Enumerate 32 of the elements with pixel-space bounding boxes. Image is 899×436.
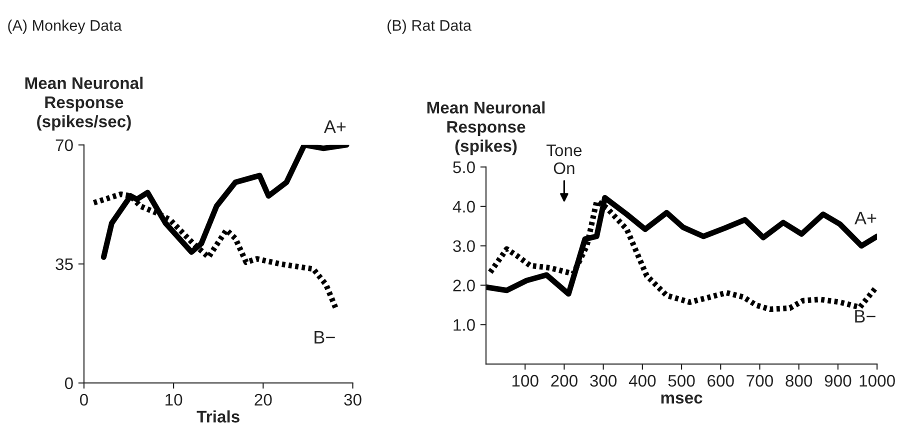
x-tick-label: 30 (344, 394, 362, 406)
x-axis-title: Trials (196, 410, 240, 423)
x-tick-label: 800 (786, 374, 812, 387)
y-tick-label: 70 (56, 139, 73, 152)
x-tick-label: 0 (80, 394, 88, 406)
y-tick-label: 3.0 (453, 240, 475, 252)
series-label: B− (855, 310, 876, 323)
y-tick-label: 5.0 (453, 161, 475, 174)
y-tick-label: 2.0 (453, 280, 475, 292)
series-label: A+ (854, 212, 876, 224)
annotation: Tone On (546, 144, 582, 174)
x-axis-title: msec (661, 394, 702, 404)
chart-title: (B) Rat Data (388, 20, 472, 34)
x-tick-label: 400 (628, 374, 656, 387)
x-tick-label: 700 (746, 374, 773, 387)
x-tick-label: 200 (551, 374, 578, 387)
y-tick-label: 1.0 (454, 319, 475, 331)
y-axis-title: Mean Neuronal Response (spikes/sec) (25, 76, 143, 131)
x-tick-label: 600 (708, 374, 734, 387)
y-tick-label: 35 (56, 258, 73, 270)
x-tick-label: 20 (254, 394, 272, 406)
x-tick-label: 500 (668, 374, 695, 387)
y-tick-label: 4.0 (452, 200, 475, 213)
x-tick-label: 10 (166, 394, 182, 406)
y-axis-title: Mean Neuronal Response (spikes) (427, 101, 545, 156)
chart-title: (A) Monkey Data (8, 20, 122, 34)
series-label: B− (314, 331, 335, 344)
x-tick-label: 100 (512, 374, 538, 387)
x-tick-label: 300 (590, 374, 617, 387)
series-label: A+ (324, 120, 346, 133)
x-tick-label: 900 (824, 374, 852, 387)
x-tick-label: 1000 (860, 374, 895, 387)
